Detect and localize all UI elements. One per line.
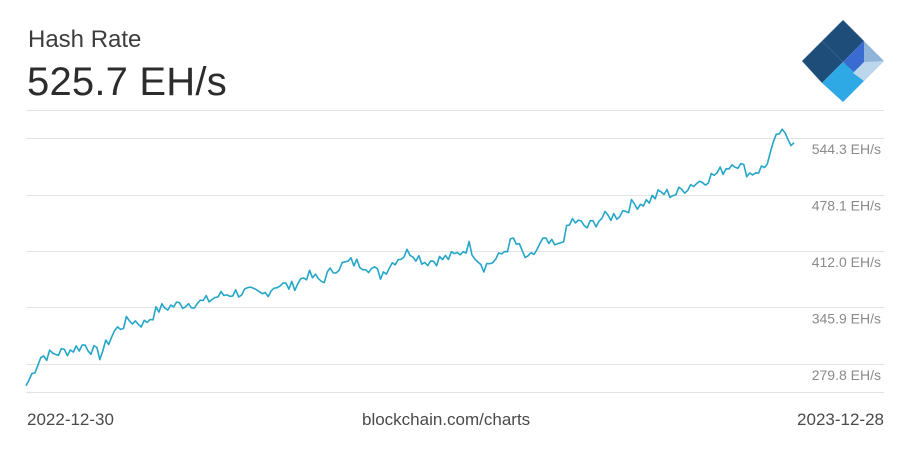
y-tick-label-4: 544.3 EH/s [812,141,881,157]
logo-left-tile [802,41,843,83]
logo-center-tile [843,41,864,73]
y-tick-label-0: 279.8 EH/s [812,367,881,383]
current-value: 525.7 EH/s [27,60,227,104]
y-axis-ticks: 279.8 EH/s 345.9 EH/s 412.0 EH/s 478.1 EH/s… [812,141,881,383]
y-tick-label-1: 345.9 EH/s [812,310,881,326]
series-layer [25,128,795,387]
chart-title: Hash Rate [28,26,142,53]
x-axis-start-date: 2022-12-30 [27,410,114,429]
source-link[interactable]: blockchain.com/charts [362,410,531,429]
grid-lines [26,110,884,393]
x-axis-end-date: 2023-12-28 [797,410,884,429]
blockchain-logo-icon [802,20,884,102]
logo-bottom-tile [822,62,864,102]
y-tick-label-2: 412.0 EH/s [812,254,881,270]
logo-right-accent-tile [853,61,884,81]
y-tick-label-3: 478.1 EH/s [812,198,881,214]
hash-rate-series-line [25,128,795,387]
